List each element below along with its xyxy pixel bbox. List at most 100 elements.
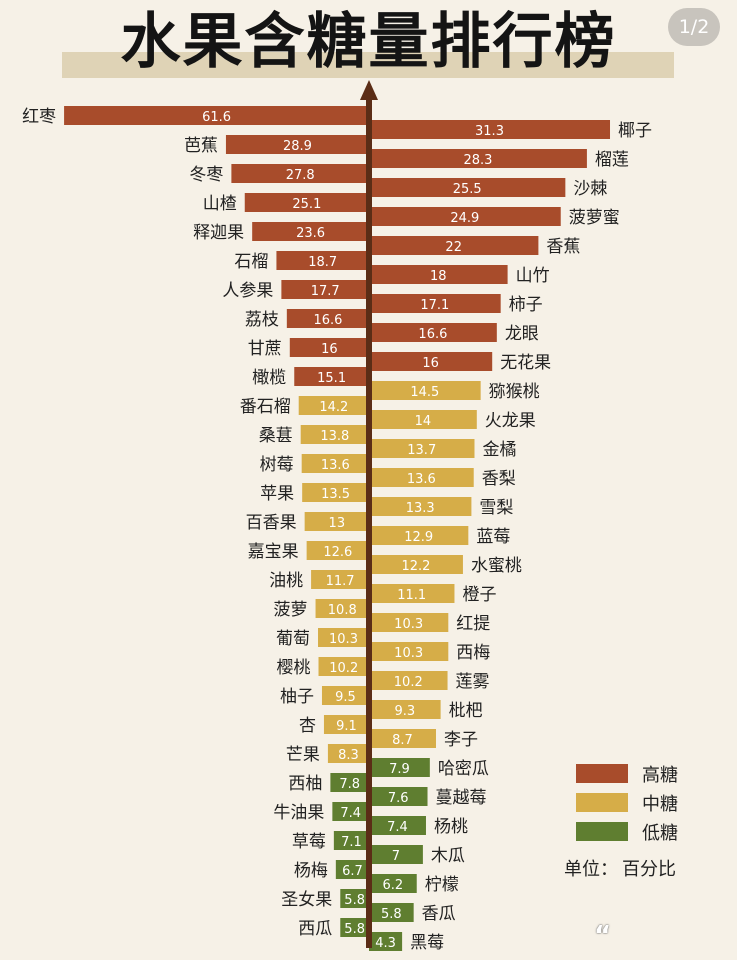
bar xyxy=(369,700,441,719)
bar xyxy=(294,367,369,386)
data-label: 10.3 xyxy=(329,632,358,647)
data-label: 9.1 xyxy=(336,719,357,734)
data-label: 5.8 xyxy=(344,893,365,908)
category-label: 甘蔗 xyxy=(248,339,282,359)
data-label: 5.8 xyxy=(344,922,365,937)
bar xyxy=(369,497,472,516)
category-label: 石榴 xyxy=(234,252,268,272)
category-label: 人参果 xyxy=(222,281,273,301)
category-label: 橙子 xyxy=(462,585,496,605)
legend-swatch xyxy=(576,764,628,783)
category-label: 菠萝 xyxy=(274,600,308,620)
data-label: 7.4 xyxy=(387,820,408,835)
category-label: 荔枝 xyxy=(245,310,279,330)
bar xyxy=(369,555,463,574)
data-label: 16 xyxy=(321,342,338,357)
data-label: 5.8 xyxy=(381,907,402,922)
data-label: 13.3 xyxy=(406,501,435,516)
page-indicator[interactable]: 1/2 xyxy=(668,8,720,46)
category-label: 木瓜 xyxy=(431,846,465,866)
legend-label: 中糖 xyxy=(642,793,678,815)
category-label: 莲雾 xyxy=(456,672,490,692)
data-label: 16.6 xyxy=(313,313,342,328)
category-label: 无花果 xyxy=(500,353,551,373)
category-label: 红提 xyxy=(456,614,490,634)
category-label: 沙棘 xyxy=(573,179,607,199)
data-label: 13.6 xyxy=(321,458,350,473)
data-label: 10.2 xyxy=(329,661,358,676)
data-label: 18 xyxy=(430,269,447,284)
data-label: 25.1 xyxy=(292,197,321,212)
data-label: 18.7 xyxy=(308,255,337,270)
legend-label: 低糖 xyxy=(642,822,678,844)
data-label: 61.6 xyxy=(202,110,231,125)
data-label: 23.6 xyxy=(296,226,325,241)
category-label: 芭蕉 xyxy=(184,136,218,156)
bar xyxy=(369,845,423,864)
category-label: 橄榄 xyxy=(252,368,286,388)
bar xyxy=(369,352,493,371)
unit-note: 单位： 百分比 xyxy=(560,855,676,881)
bar xyxy=(369,265,508,284)
bar xyxy=(369,671,448,690)
data-label: 7.9 xyxy=(389,762,410,777)
legend-label: 高糖 xyxy=(642,764,678,786)
category-label: 水蜜桃 xyxy=(471,556,522,576)
legend-item-low: 低糖 xyxy=(576,817,678,846)
category-label: 杨桃 xyxy=(434,817,468,837)
data-label: 31.3 xyxy=(475,124,504,139)
category-label: 龙眼 xyxy=(505,324,539,344)
data-label: 6.2 xyxy=(383,878,404,893)
watermark-text: “ xyxy=(594,921,613,951)
page-title: 水果含糖量排行榜 xyxy=(120,7,617,77)
bar xyxy=(286,309,369,328)
bar xyxy=(306,541,369,560)
category-label: 柿子 xyxy=(509,295,543,315)
bar xyxy=(369,932,403,951)
data-label: 13 xyxy=(329,516,346,531)
data-label: 16.6 xyxy=(418,327,447,342)
bar xyxy=(318,628,369,647)
bar xyxy=(369,584,455,603)
data-label: 12.6 xyxy=(323,545,352,560)
bar xyxy=(231,164,369,183)
bar xyxy=(369,787,428,806)
bar xyxy=(369,381,481,400)
category-label: 黑莓 xyxy=(410,933,444,953)
unit-label: 单位： xyxy=(564,859,618,880)
category-label: 猕猴桃 xyxy=(489,382,540,402)
data-label: 11.7 xyxy=(326,574,355,589)
category-label: 香瓜 xyxy=(422,904,456,924)
category-label: 冬枣 xyxy=(189,165,223,185)
data-label: 13.6 xyxy=(407,472,436,487)
bar xyxy=(369,323,497,342)
bar xyxy=(323,715,369,734)
bar xyxy=(369,758,430,777)
bar xyxy=(64,106,369,125)
bar xyxy=(335,860,369,879)
category-label: 葡萄 xyxy=(276,629,310,649)
data-label: 28.3 xyxy=(463,153,492,168)
data-label: 13.5 xyxy=(321,487,350,502)
category-label: 苹果 xyxy=(260,484,294,504)
data-label: 17.1 xyxy=(420,298,449,313)
bar xyxy=(369,410,477,429)
bar xyxy=(311,570,369,589)
category-label: 杨梅 xyxy=(294,861,328,881)
category-label: 雪梨 xyxy=(479,498,513,518)
data-label: 7.4 xyxy=(340,806,361,821)
center-axis xyxy=(366,96,372,948)
category-label: 牛油果 xyxy=(273,803,324,823)
data-label: 14 xyxy=(415,414,432,429)
category-label: 山竹 xyxy=(516,266,550,286)
data-label: 7.6 xyxy=(388,791,409,806)
data-label: 28.9 xyxy=(283,139,312,154)
category-label: 草莓 xyxy=(292,832,326,852)
bar xyxy=(252,222,369,241)
bar xyxy=(318,657,369,676)
category-label: 火龙果 xyxy=(485,411,536,431)
bar xyxy=(369,439,475,458)
data-label: 9.3 xyxy=(394,704,415,719)
category-label: 番石榴 xyxy=(240,397,291,417)
bar xyxy=(330,773,369,792)
